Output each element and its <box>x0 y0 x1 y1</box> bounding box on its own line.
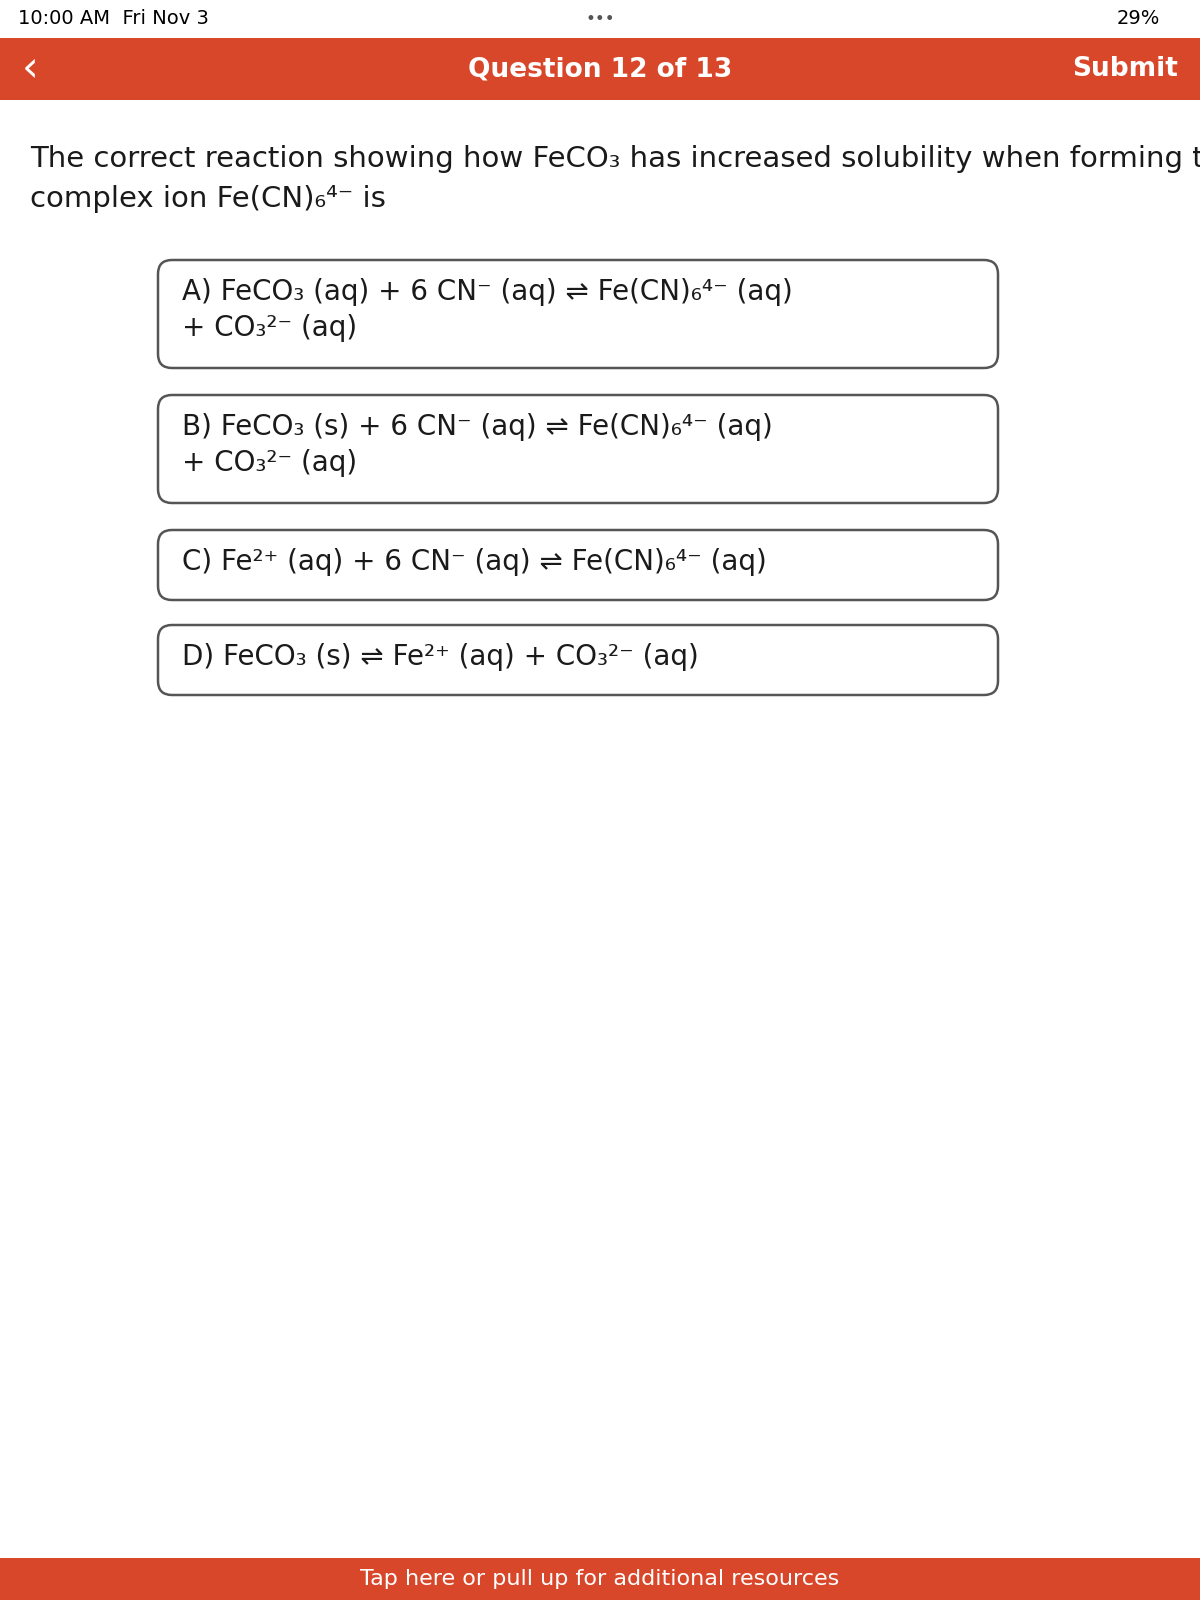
Text: •••: ••• <box>586 10 614 27</box>
FancyBboxPatch shape <box>0 38 1200 99</box>
Text: The correct reaction showing how FeCO₃ has increased solubility when forming the: The correct reaction showing how FeCO₃ h… <box>30 146 1200 173</box>
FancyBboxPatch shape <box>0 1558 1200 1600</box>
Text: D) FeCO₃ (s) ⇌ Fe²⁺ (aq) + CO₃²⁻ (aq): D) FeCO₃ (s) ⇌ Fe²⁺ (aq) + CO₃²⁻ (aq) <box>182 643 698 670</box>
Text: Question 12 of 13: Question 12 of 13 <box>468 56 732 82</box>
Text: Tap here or pull up for additional resources: Tap here or pull up for additional resou… <box>360 1570 840 1589</box>
FancyBboxPatch shape <box>158 259 998 368</box>
Text: + CO₃²⁻ (aq): + CO₃²⁻ (aq) <box>182 314 358 342</box>
Text: 29%: 29% <box>1117 10 1160 29</box>
FancyBboxPatch shape <box>0 0 1200 38</box>
Text: + CO₃²⁻ (aq): + CO₃²⁻ (aq) <box>182 450 358 477</box>
Text: Submit: Submit <box>1072 56 1178 82</box>
Text: A) FeCO₃ (aq) + 6 CN⁻ (aq) ⇌ Fe(CN)₆⁴⁻ (aq): A) FeCO₃ (aq) + 6 CN⁻ (aq) ⇌ Fe(CN)₆⁴⁻ (… <box>182 278 793 306</box>
Text: ‹: ‹ <box>22 48 38 90</box>
Text: complex ion Fe(CN)₆⁴⁻ is: complex ion Fe(CN)₆⁴⁻ is <box>30 186 386 213</box>
Text: B) FeCO₃ (s) + 6 CN⁻ (aq) ⇌ Fe(CN)₆⁴⁻ (aq): B) FeCO₃ (s) + 6 CN⁻ (aq) ⇌ Fe(CN)₆⁴⁻ (a… <box>182 413 773 442</box>
FancyBboxPatch shape <box>158 626 998 694</box>
FancyBboxPatch shape <box>158 395 998 502</box>
Text: C) Fe²⁺ (aq) + 6 CN⁻ (aq) ⇌ Fe(CN)₆⁴⁻ (aq): C) Fe²⁺ (aq) + 6 CN⁻ (aq) ⇌ Fe(CN)₆⁴⁻ (a… <box>182 547 767 576</box>
Text: 10:00 AM  Fri Nov 3: 10:00 AM Fri Nov 3 <box>18 10 209 29</box>
FancyBboxPatch shape <box>158 530 998 600</box>
